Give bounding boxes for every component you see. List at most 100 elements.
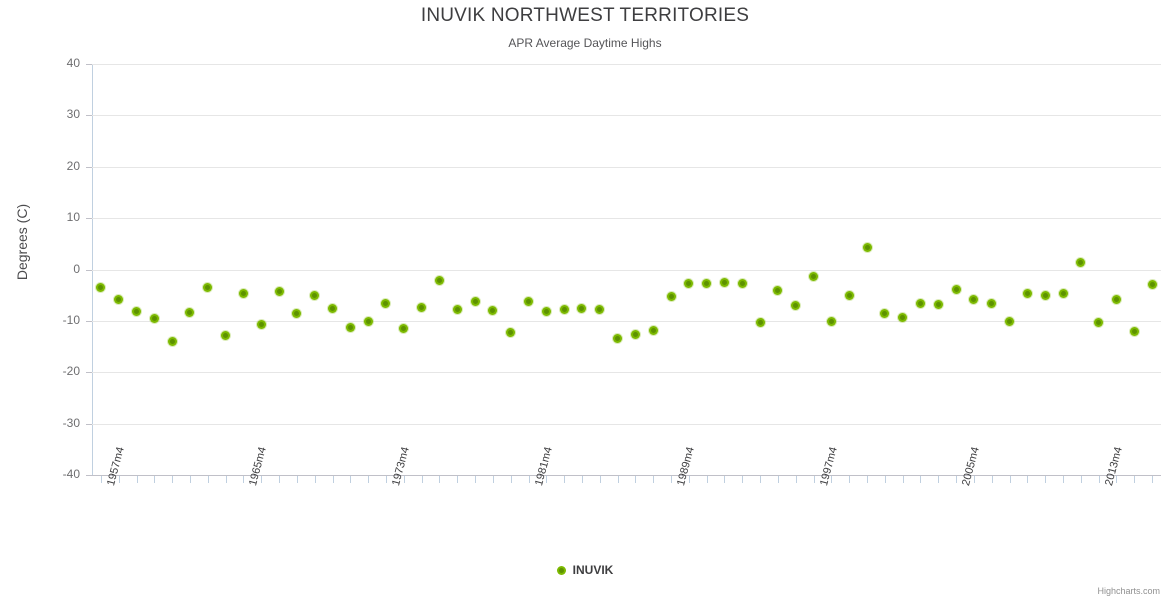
x-axis-tick-mark [813, 476, 815, 483]
data-point[interactable] [737, 279, 747, 289]
data-point[interactable] [898, 312, 908, 322]
legend: INUVIK [0, 563, 1170, 577]
x-axis-tick-mark [742, 476, 744, 483]
data-point[interactable] [987, 298, 997, 308]
data-point[interactable] [256, 319, 266, 329]
gridline [92, 372, 1161, 374]
data-point[interactable] [345, 323, 355, 333]
data-point[interactable] [1111, 294, 1121, 304]
data-point[interactable] [1022, 289, 1032, 299]
y-axis-tick-label: 10 [12, 210, 80, 224]
data-point[interactable] [1076, 258, 1086, 268]
x-axis-tick-mark [688, 476, 690, 483]
x-axis-tick-mark [1063, 476, 1064, 483]
data-point[interactable] [559, 304, 569, 314]
data-point[interactable] [755, 317, 765, 327]
data-point[interactable] [702, 279, 712, 289]
y-axis-tick-mark [86, 269, 92, 271]
data-point[interactable] [933, 299, 943, 309]
data-point[interactable] [915, 298, 925, 308]
data-point[interactable] [577, 304, 587, 314]
data-point[interactable] [684, 278, 694, 288]
x-axis-tick-mark [973, 476, 975, 483]
y-axis-tick-text: 30 [66, 107, 80, 122]
x-axis-tick-mark [795, 476, 797, 483]
data-point[interactable] [951, 285, 961, 295]
data-point[interactable] [862, 243, 872, 253]
x-axis-tick-mark [154, 476, 156, 483]
y-axis-tick-label: -10 [12, 313, 80, 327]
y-axis-tick-text: -20 [62, 364, 80, 379]
data-point[interactable] [1129, 327, 1139, 337]
data-point[interactable] [399, 323, 409, 333]
data-point[interactable] [381, 298, 391, 308]
data-point[interactable] [541, 307, 551, 317]
data-point[interactable] [1040, 290, 1050, 300]
data-point[interactable] [1147, 280, 1157, 290]
x-axis-tick-mark [439, 476, 441, 483]
y-axis-tick-label: -40 [12, 467, 80, 481]
x-axis-tick-mark [475, 476, 477, 483]
data-point[interactable] [1058, 289, 1068, 299]
data-point[interactable] [880, 309, 890, 319]
data-point[interactable] [524, 296, 533, 306]
data-point[interactable] [648, 325, 658, 335]
data-point[interactable] [274, 286, 284, 296]
data-point[interactable] [292, 309, 302, 319]
data-point[interactable] [844, 291, 854, 301]
data-point[interactable] [328, 304, 338, 314]
data-point[interactable] [185, 308, 195, 318]
gridline [92, 320, 1161, 322]
credits-label[interactable]: Highcharts.com [1097, 586, 1160, 596]
data-point[interactable] [310, 290, 320, 300]
data-point[interactable] [809, 271, 819, 281]
x-axis-tick-mark [368, 476, 370, 483]
data-point[interactable] [1094, 317, 1104, 327]
x-axis-tick-mark [296, 476, 298, 483]
y-axis-tick-mark [86, 372, 92, 374]
data-point[interactable] [630, 329, 640, 339]
data-point[interactable] [613, 334, 623, 344]
data-point[interactable] [1005, 317, 1015, 327]
data-point[interactable] [114, 295, 124, 305]
data-point[interactable] [969, 294, 979, 304]
x-axis-tick-mark [599, 476, 601, 483]
chart-subtitle: APR Average Daytime Highs [508, 36, 662, 50]
data-point[interactable] [791, 300, 801, 310]
data-point[interactable] [167, 336, 177, 346]
data-point[interactable] [149, 314, 159, 324]
data-point[interactable] [826, 316, 836, 326]
x-axis-tick-mark [956, 476, 958, 483]
data-point[interactable] [203, 283, 213, 293]
data-point[interactable] [666, 291, 676, 301]
legend-item-inuvik[interactable]: INUVIK [572, 563, 614, 577]
data-point[interactable] [488, 305, 498, 315]
data-point[interactable] [132, 307, 142, 317]
x-axis-tick-mark [1134, 476, 1136, 483]
data-point[interactable] [506, 327, 516, 337]
x-axis-tick-mark [760, 476, 762, 483]
data-point[interactable] [96, 283, 106, 293]
y-axis-tick-label: 40 [12, 56, 80, 70]
x-axis-tick-mark [938, 476, 940, 483]
data-point[interactable] [363, 316, 373, 326]
data-point[interactable] [773, 285, 783, 295]
x-axis-tick-mark [136, 476, 138, 483]
x-axis-tick-mark [118, 476, 120, 483]
y-axis-tick-label: 20 [12, 159, 80, 173]
data-point[interactable] [595, 305, 605, 315]
data-point[interactable] [434, 275, 444, 285]
data-point[interactable] [238, 289, 248, 299]
data-point[interactable] [452, 305, 462, 315]
data-point[interactable] [221, 330, 231, 340]
legend-marker-icon [556, 565, 566, 575]
x-axis-tick-mark [724, 476, 726, 483]
chart-title: INUVIK NORTHWEST TERRITORIES [420, 5, 750, 26]
data-point[interactable] [417, 302, 427, 312]
data-point[interactable] [470, 296, 480, 306]
x-axis-tick-mark [777, 476, 779, 483]
x-axis-tick-mark [421, 476, 423, 483]
y-axis-tick-mark [86, 166, 92, 168]
y-axis-tick-text: 40 [66, 56, 80, 70]
data-point[interactable] [719, 278, 729, 288]
